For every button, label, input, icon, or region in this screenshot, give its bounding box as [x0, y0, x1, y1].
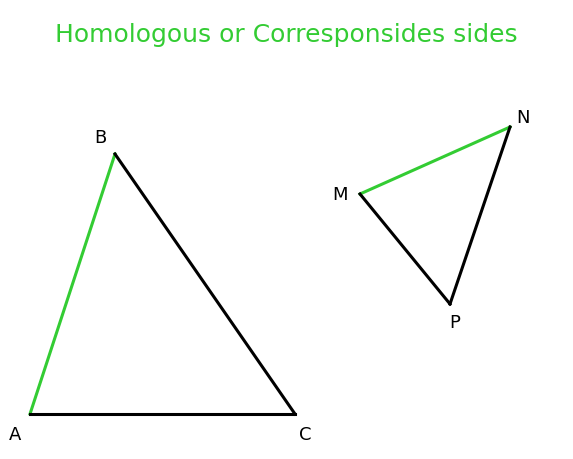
Text: P: P [450, 313, 461, 331]
Text: Homologous or Corresponsides sides: Homologous or Corresponsides sides [54, 23, 517, 47]
Text: M: M [332, 185, 348, 203]
Text: N: N [516, 109, 530, 127]
Text: B: B [94, 129, 106, 147]
Text: A: A [9, 425, 21, 443]
Text: C: C [299, 425, 311, 443]
